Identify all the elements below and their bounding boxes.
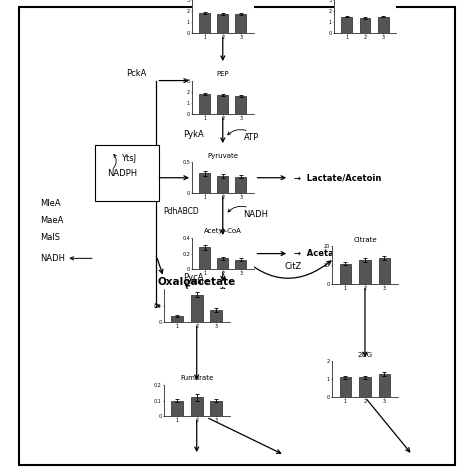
Text: MleA: MleA	[40, 200, 61, 208]
Text: →  Acetate: → Acetate	[294, 249, 344, 258]
Text: PEP: PEP	[217, 71, 229, 77]
Text: Pyruvate: Pyruvate	[207, 153, 238, 158]
Text: MalS: MalS	[40, 233, 60, 241]
Text: YtsJ: YtsJ	[121, 155, 136, 163]
Text: Acetyl-CoA: Acetyl-CoA	[204, 228, 242, 234]
Text: MaeA: MaeA	[40, 216, 64, 225]
Text: Fumarate: Fumarate	[180, 375, 213, 381]
Text: PycA: PycA	[183, 273, 204, 282]
Text: Malate: Malate	[185, 279, 209, 285]
Text: ATP: ATP	[244, 133, 259, 142]
Text: CitZ: CitZ	[284, 262, 301, 271]
Text: PykA: PykA	[183, 130, 204, 139]
Text: PckA: PckA	[127, 69, 147, 78]
Text: NADH: NADH	[40, 254, 65, 263]
Text: NADH: NADH	[243, 210, 268, 219]
Text: Oxaloacetate: Oxaloacetate	[157, 277, 236, 287]
Bar	[95, 145, 159, 201]
Text: NADPH: NADPH	[107, 170, 137, 178]
Text: PdhABCD: PdhABCD	[164, 208, 199, 216]
Text: 2OG: 2OG	[357, 352, 373, 357]
Text: Citrate: Citrate	[353, 237, 377, 243]
Text: →  Lactate/Acetoin: → Lactate/Acetoin	[294, 173, 381, 182]
